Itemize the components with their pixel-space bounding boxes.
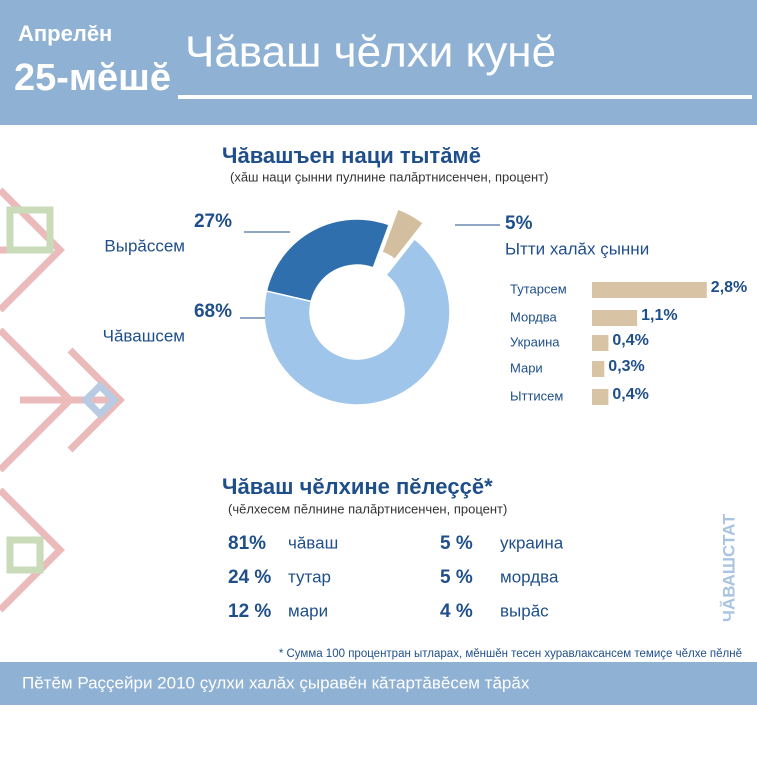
ornament (0, 187, 125, 613)
slice-category-label: Ытти халăх çынни (505, 239, 649, 258)
language-percent: 5 % (440, 533, 473, 554)
bar-value-label: 2,8% (711, 279, 747, 296)
date-line2: 25-мĕшĕ (14, 57, 171, 99)
source: ЧĂВАШСТАТ (719, 513, 738, 622)
language-name: мордва (500, 567, 559, 586)
bar-value-label: 1,1% (641, 307, 677, 324)
slice-category-label: Вырăссем (104, 236, 185, 255)
donut-slice (381, 208, 425, 261)
bar-category-label: Тутарсем (510, 281, 567, 296)
language-name: вырăс (500, 601, 549, 620)
bar (592, 335, 609, 351)
language-percent: 12 % (228, 601, 271, 622)
footer: Пĕтĕм Раççейри 2010 çулхи халăх çыравĕн … (22, 673, 530, 692)
language-name: тутар (288, 567, 331, 586)
slice-value-label: 68% (194, 301, 232, 322)
donut-subtitle: (хăш наци çынни пулнине палăртнисенчен, … (230, 169, 548, 184)
bar-value-label: 0,4% (612, 332, 648, 349)
language-percent: 4 % (440, 601, 473, 622)
footer-band (0, 662, 757, 705)
language-name: мари (288, 601, 328, 620)
slice-category-label: Чăвашсем (103, 326, 185, 345)
slice-value-label: 27% (194, 211, 232, 232)
languages-subtitle: (чĕлхесем пĕлнине палăртнисенчен, процен… (228, 501, 507, 516)
donut-slice (263, 237, 451, 406)
bar (592, 389, 609, 405)
donut-slice (265, 218, 391, 303)
languages-title: Чăваш чĕлхине пĕлеççĕ* (222, 474, 493, 499)
bar-category-label: Мари (510, 360, 543, 375)
language-percent: 24 % (228, 567, 271, 588)
footnote: * Сумма 100 процентран ытларах, мĕншĕн т… (279, 648, 742, 660)
bar (592, 310, 638, 326)
bar-category-label: Украина (510, 334, 560, 349)
language-name: чăваш (288, 533, 338, 552)
date-line1: Апрелĕн (18, 21, 112, 46)
bar-category-label: Мордва (510, 309, 557, 324)
page-title: Чăваш чĕлхи кунĕ (185, 28, 556, 77)
language-percent: 81% (228, 533, 266, 554)
slice-value-label: 5% (505, 213, 533, 234)
header-band (0, 0, 757, 125)
bar (592, 361, 605, 377)
bar-value-label: 0,3% (608, 358, 644, 375)
language-percent: 5 % (440, 567, 473, 588)
bar (592, 282, 707, 298)
bar-category-label: Ыттисем (510, 388, 563, 403)
donut-title: Чăвашъен наци тытăмĕ (222, 143, 481, 168)
language-name: украина (500, 533, 564, 552)
bar-value-label: 0,4% (612, 386, 648, 403)
